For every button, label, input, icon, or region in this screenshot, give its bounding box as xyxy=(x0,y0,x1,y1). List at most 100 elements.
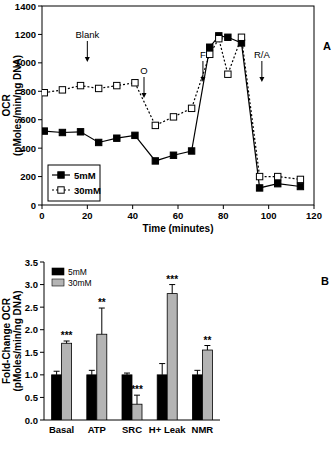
y-tick xyxy=(38,34,42,35)
point xyxy=(216,35,222,41)
error-bar xyxy=(64,341,70,343)
bar-chart: 0.00.51.01.52.02.53.03.5Fold-Change OCR(… xyxy=(1,257,329,436)
error-bar xyxy=(194,370,200,375)
legend-marker xyxy=(58,187,64,193)
bar xyxy=(167,294,177,420)
y-axis-label: (pMoles/min/ng DNA) xyxy=(12,290,23,391)
x-tick-label: 80 xyxy=(218,210,229,221)
point xyxy=(59,129,65,135)
error-bar xyxy=(204,346,210,351)
error-bar xyxy=(169,285,175,294)
point xyxy=(114,135,120,141)
y-tick xyxy=(38,119,42,120)
point xyxy=(170,152,176,158)
category-label: Basal xyxy=(49,424,74,435)
legend-marker xyxy=(58,172,64,178)
significance: *** xyxy=(131,384,143,395)
arrow-head xyxy=(85,57,90,62)
point xyxy=(132,80,138,86)
y-tick xyxy=(38,148,42,149)
point xyxy=(152,158,158,164)
y-tick-label: 2.0 xyxy=(25,324,38,335)
bar xyxy=(202,350,212,420)
legend-label: 30mM xyxy=(68,278,92,288)
y-axis-label: OCR xyxy=(1,94,12,117)
arrow-head xyxy=(142,93,147,98)
point xyxy=(297,183,303,189)
point xyxy=(256,173,262,179)
point xyxy=(275,180,281,186)
point xyxy=(77,82,83,88)
y-axis-label: (pMoles/min/ng DNA) xyxy=(12,55,23,156)
significance: ** xyxy=(98,297,106,308)
point xyxy=(225,34,231,40)
significance: ** xyxy=(204,335,212,346)
legend: 5mM30mM xyxy=(48,165,101,201)
error-bar xyxy=(134,395,140,404)
legend-label: 5mM xyxy=(68,267,87,277)
x-tick xyxy=(87,205,88,209)
y-tick-label: 200 xyxy=(20,171,36,182)
annotation-arrow xyxy=(202,61,203,78)
y-tick-label: 3.0 xyxy=(25,279,38,290)
arrow-head xyxy=(259,77,264,82)
y-tick-label: 2.5 xyxy=(25,302,39,313)
error-bar xyxy=(89,370,95,375)
annotation-arrow xyxy=(144,77,145,94)
bar xyxy=(62,343,72,420)
significance: *** xyxy=(166,274,178,285)
x-tick-label: 60 xyxy=(173,210,184,221)
error-bar xyxy=(124,373,130,375)
bar xyxy=(132,404,142,420)
point xyxy=(256,185,262,191)
point xyxy=(297,176,303,182)
point xyxy=(275,173,281,179)
point xyxy=(188,105,194,111)
error-bar xyxy=(159,364,165,375)
y-axis-label: Fold-Change OCR xyxy=(1,297,12,384)
line-chart: 0200400600800100012001400020406080100120… xyxy=(1,1,331,235)
y-tick xyxy=(40,307,44,308)
y-tick xyxy=(40,420,44,421)
y-tick xyxy=(40,397,44,398)
x-tick xyxy=(268,205,269,209)
y-tick-label: 1400 xyxy=(15,1,36,12)
background xyxy=(0,0,335,454)
y-tick xyxy=(38,205,42,206)
legend: 5mM30mM xyxy=(52,267,92,288)
x-tick-label: 120 xyxy=(306,210,322,221)
figure: 0200400600800100012001400020406080100120… xyxy=(0,0,335,454)
bar xyxy=(192,375,202,420)
y-tick xyxy=(40,284,44,285)
point xyxy=(188,148,194,154)
y-tick xyxy=(38,6,42,7)
annotation-label: R/A xyxy=(254,49,271,60)
point xyxy=(77,129,83,135)
x-tick xyxy=(223,205,224,209)
y-tick xyxy=(38,91,42,92)
point xyxy=(95,139,101,145)
category-label: H+ Leak xyxy=(149,424,186,435)
point xyxy=(95,85,101,91)
x-tick xyxy=(42,205,43,209)
legend-swatch xyxy=(52,279,64,286)
y-tick-label: 1.0 xyxy=(25,369,38,380)
x-tick xyxy=(314,205,315,209)
x-tick-label: 40 xyxy=(127,210,138,221)
panel-label: B xyxy=(321,275,329,287)
x-tick-label: 0 xyxy=(39,210,44,221)
arrow-head xyxy=(200,77,205,82)
y-tick xyxy=(40,374,44,375)
y-tick-label: 1200 xyxy=(15,29,36,40)
category-label: SRC xyxy=(122,424,142,435)
y-tick-label: 3.5 xyxy=(25,257,39,268)
category-label: NMR xyxy=(192,424,214,435)
point xyxy=(238,34,244,40)
annotation-label: O xyxy=(140,65,147,76)
bar xyxy=(122,375,132,420)
point xyxy=(207,51,213,57)
y-tick-label: 0 xyxy=(31,200,36,211)
legend-label: 30mM xyxy=(74,185,101,196)
bar xyxy=(157,375,167,420)
error-bar xyxy=(99,308,105,334)
